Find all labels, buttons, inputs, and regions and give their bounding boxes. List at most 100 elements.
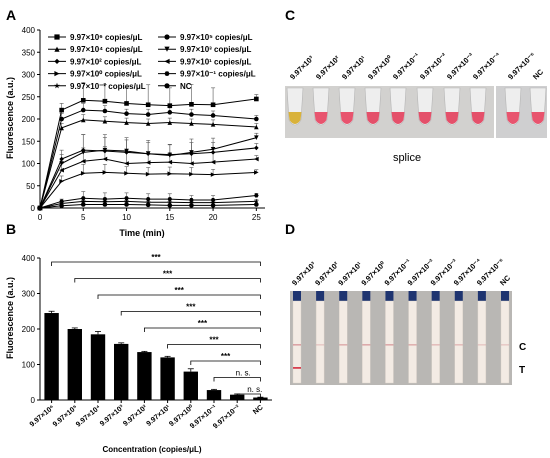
tube-liquid (288, 112, 302, 124)
data-point-a (254, 116, 259, 122)
y-tick-label-a: 350 (22, 48, 36, 57)
x-tick-label-b: 9.97×10² (121, 402, 149, 428)
panel-label-c: C (285, 7, 295, 23)
significance-label: *** (209, 336, 219, 345)
data-point-a (189, 151, 194, 157)
test-strip (408, 300, 417, 384)
data-point-a (210, 150, 216, 155)
control-line (454, 344, 463, 346)
bar-chart-b: 01002003004009.97×10⁶9.97×10⁵9.97×10⁴9.9… (5, 253, 272, 454)
control-line (477, 344, 486, 346)
bar-b (90, 334, 106, 400)
data-point-a (254, 170, 259, 175)
legend-marker-a (164, 58, 170, 64)
strip-cap (385, 291, 394, 301)
data-point-a (254, 193, 259, 198)
data-point-a (167, 203, 173, 208)
data-point-a (59, 125, 64, 131)
x-tick-label-a: 25 (252, 213, 261, 222)
data-point-a (80, 98, 86, 103)
data-point-a (145, 160, 151, 165)
series-line-a (39, 200, 257, 209)
legend-entry-a: 9.97×10⁵ copies/μL (180, 33, 253, 42)
data-point-a (124, 161, 129, 166)
data-point-a (102, 108, 108, 114)
test-strip (292, 300, 302, 384)
tube-liquid (366, 112, 380, 124)
data-point-a (145, 151, 151, 157)
tube-label: 9.97×10⁻⁴ (471, 50, 502, 81)
significance-label: *** (221, 352, 231, 361)
x-tick-label-b: NC (251, 403, 265, 417)
data-point-a (167, 159, 173, 165)
data-point-a (102, 98, 108, 104)
series-line-a (39, 203, 257, 209)
strip-cap (477, 291, 486, 301)
data-point-a (80, 117, 86, 123)
test-strip (315, 300, 325, 384)
x-tick-label-b: 9.97×10⁵ (51, 403, 79, 429)
control-line (385, 344, 394, 346)
x-tick-label-a: 10 (122, 213, 131, 222)
data-point-a (59, 156, 64, 162)
tube-liquid (531, 112, 545, 124)
data-point-a (210, 159, 216, 165)
data-point-a (188, 199, 195, 205)
axis-label-y-a: Fluorescence (a.u.) (5, 77, 15, 159)
data-point-a (189, 161, 194, 166)
data-point-a (210, 146, 216, 152)
test-strip (362, 300, 371, 384)
data-point-a (124, 150, 129, 155)
data-point-a (145, 112, 151, 117)
legend-marker-a (164, 34, 170, 40)
y-tick-label-b: 300 (22, 290, 36, 299)
data-point-a (167, 103, 173, 108)
data-point-a (80, 107, 86, 113)
data-point-a (124, 120, 129, 125)
strip-photo (290, 291, 512, 385)
x-tick-label-b: 9.97×10⁴ (74, 402, 103, 428)
significance-bracket (51, 261, 261, 266)
tube-label: 9.97×10³ (288, 54, 316, 82)
data-point-a (145, 121, 151, 126)
bar-b (160, 357, 175, 400)
series-line-a (39, 109, 257, 209)
line-chart-a: 0 50 100 150 200 250 300 350 400 0 5 10 15 20 25 9.97×… (5, 26, 265, 238)
series-line-a (39, 119, 257, 209)
data-point-a (189, 171, 194, 177)
significance-label: *** (163, 270, 173, 279)
strip-cap (316, 291, 325, 301)
test-line-label: T (519, 365, 525, 376)
strip-cap (431, 291, 440, 301)
x-tick-label-b: 9.97×10⁶ (28, 403, 56, 429)
data-point-a (254, 96, 259, 102)
legend-entry-a: 9.97×10⁶ copies/μL (70, 33, 143, 42)
strip-label: NC (498, 273, 512, 287)
control-line (316, 344, 325, 346)
series-line-a (39, 171, 257, 209)
control-line (339, 344, 348, 346)
data-point-a (145, 102, 151, 108)
data-point-a (59, 107, 64, 113)
x-tick-label-a: 0 (38, 213, 43, 222)
data-point-a (124, 196, 129, 201)
y-tick-label-b: 0 (31, 396, 36, 405)
y-tick-label-a: 150 (22, 137, 36, 146)
data-point-a (254, 124, 259, 130)
significance-bracket (190, 360, 261, 365)
data-point-a (123, 198, 130, 204)
data-point-a (254, 156, 259, 162)
bar-b (206, 390, 222, 400)
bar-b (137, 352, 152, 400)
panel-label-a: A (6, 7, 16, 23)
strip-label: 9.97×10² (313, 260, 341, 288)
lateral-flow-panel: 9.97×10³9.97×10²9.97×10¹9.97×10⁰9.97×10⁻… (290, 256, 526, 385)
data-point-a (102, 170, 108, 175)
data-point-a (145, 197, 151, 202)
data-point-a (59, 179, 64, 184)
significance-label: *** (151, 253, 161, 262)
x-tick-label-b: 9.97×10³ (98, 402, 126, 428)
legend-a: 9.97×10⁶ copies/μL 9.97×10⁵ copies/μL 9.97… (48, 33, 256, 91)
data-point-a (145, 171, 151, 177)
bar-b (183, 371, 198, 400)
